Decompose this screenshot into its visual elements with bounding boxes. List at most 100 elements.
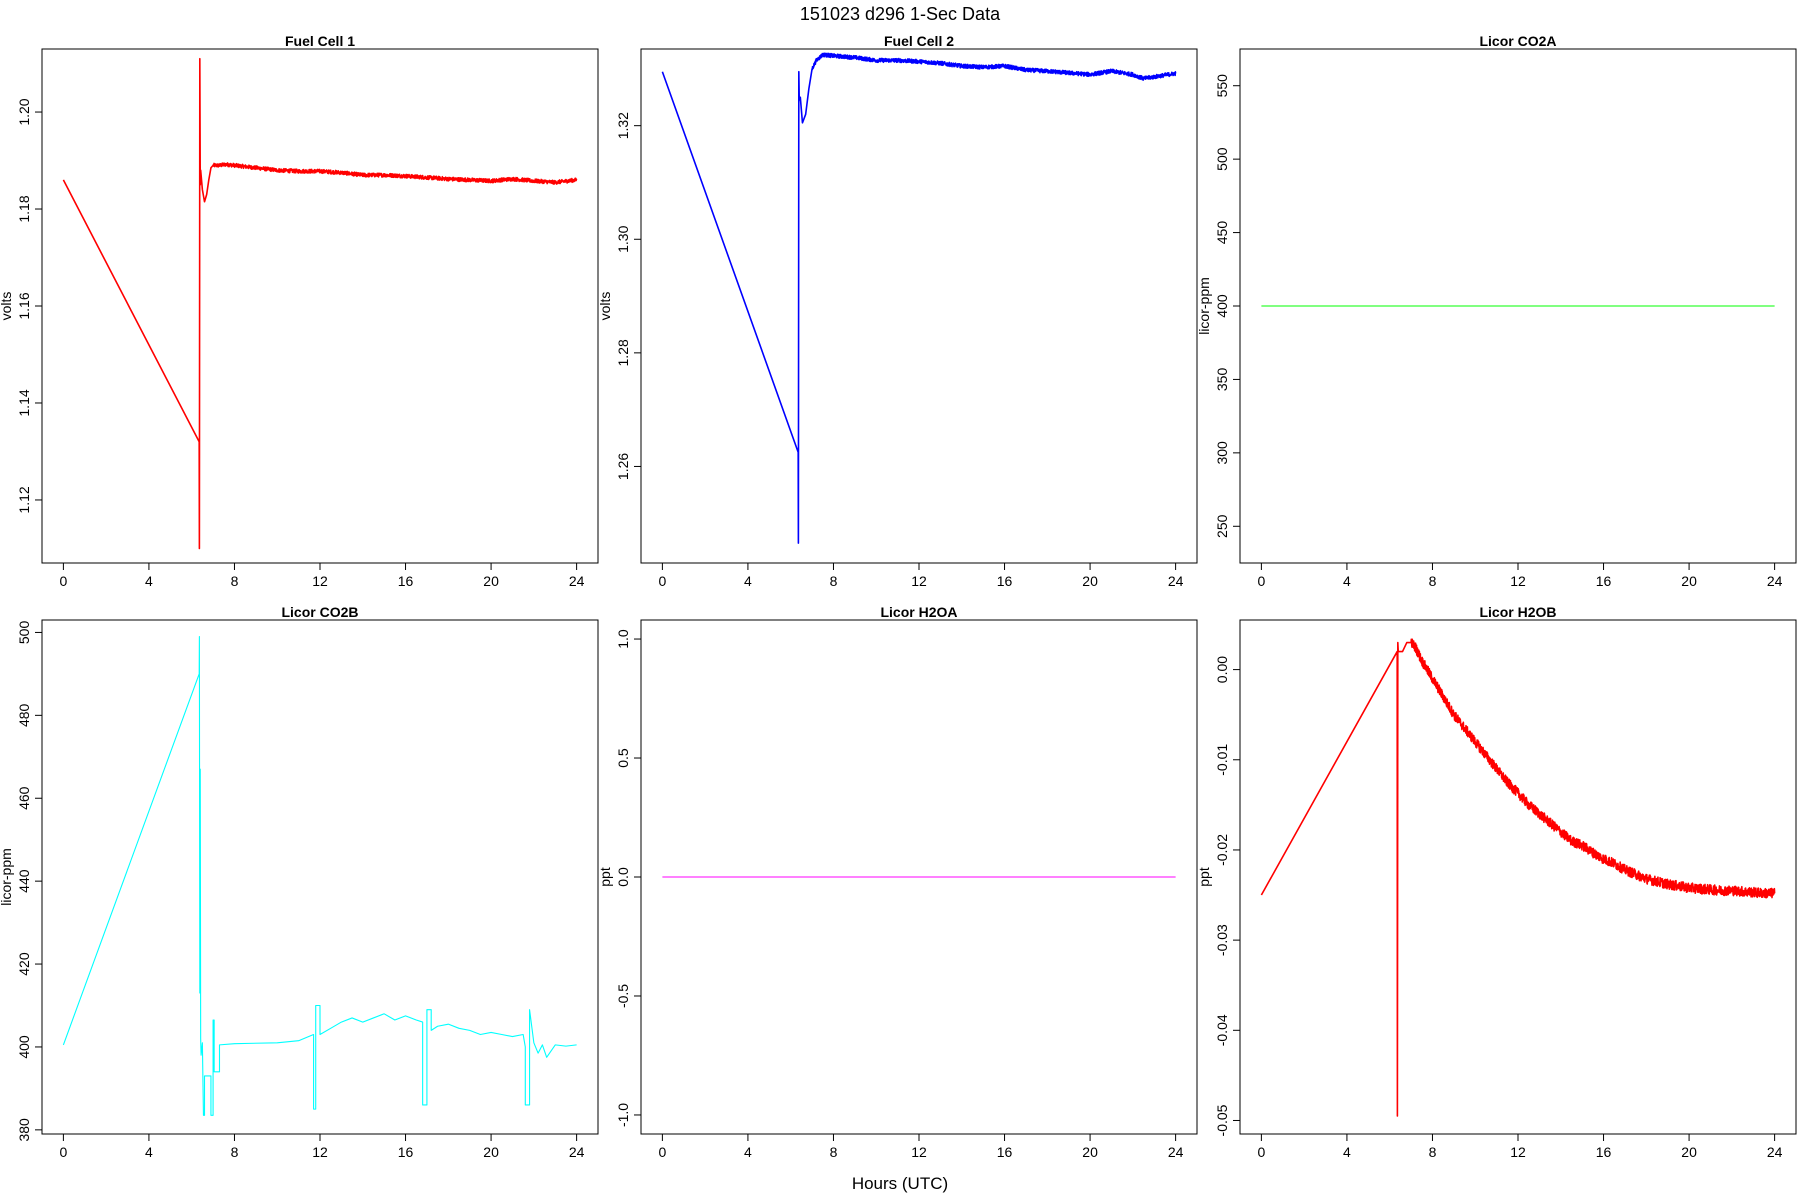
page-title: 151023 d296 1-Sec Data (800, 4, 1001, 24)
panel-6: Licor H2OB 0 4 8 12 16 20 24 -0.05 -0.04 -0.03 -0.0… (1196, 604, 1797, 1160)
plot-frame (1239, 619, 1797, 1135)
x-tick-label: 12 (1510, 573, 1526, 589)
y-tick-label: 1.12 (16, 486, 32, 513)
y-tick-label: 400 (16, 1035, 32, 1059)
y-tick-label: 0.00 (1214, 656, 1230, 683)
y-tick-label: 1.18 (16, 195, 32, 222)
x-tick-label: 24 (1767, 573, 1783, 589)
x-tick-label: 12 (1510, 1144, 1526, 1160)
x-tick-label: 0 (59, 573, 67, 589)
chart-panels: Fuel Cell 1 0 4 8 12 16 20 24 1.12 1.14 1.16 1.18 1.… (0, 33, 1797, 1160)
panel-title: Licor CO2A (1479, 33, 1556, 49)
x-tick-label: 12 (911, 573, 927, 589)
x-tick-label: 16 (1596, 1144, 1612, 1160)
x-tick-label: 16 (398, 573, 414, 589)
series-line-1 (1260, 638, 1776, 1117)
y-tick-label: 1.16 (16, 292, 32, 319)
panel-title: Licor H2OB (1479, 604, 1556, 620)
x-tick-label: 8 (830, 1144, 838, 1160)
x-tick-label: 20 (483, 573, 499, 589)
x-tick-label: 4 (744, 573, 752, 589)
y-tick-label: 480 (16, 703, 32, 727)
x-tick-label: 8 (1429, 573, 1437, 589)
x-tick-label: 0 (658, 573, 666, 589)
x-tick-label: 4 (1343, 573, 1351, 589)
y-axis-label: ppt (597, 867, 613, 887)
y-tick-label: 1.14 (16, 389, 32, 416)
panel-5: Licor H2OA 0 4 8 12 16 20 24 -1.0 -0.5 0.0 0.5 1.0 pp… (597, 604, 1198, 1160)
x-tick-label: 24 (569, 573, 585, 589)
x-tick-label: 8 (830, 573, 838, 589)
panel-2: Fuel Cell 2 0 4 8 12 16 20 24 1.26 1.28 1.30 1.32 vo… (597, 33, 1198, 589)
y-tick-label: 0.0 (615, 867, 631, 887)
y-tick-label: -0.04 (1214, 1014, 1230, 1046)
y-tick-label: -0.02 (1214, 834, 1230, 866)
y-tick-label: 300 (1214, 441, 1230, 465)
y-tick-label: 250 (1214, 514, 1230, 538)
series-line-1 (62, 636, 577, 1116)
y-tick-label: 1.0 (615, 629, 631, 649)
x-tick-label: 20 (1681, 1144, 1697, 1160)
x-tick-label: 16 (398, 1144, 414, 1160)
y-tick-label: 550 (1214, 74, 1230, 98)
y-axis-label: ppt (1196, 867, 1212, 887)
y-tick-label: -1.0 (615, 1103, 631, 1127)
x-tick-label: 8 (231, 1144, 239, 1160)
x-tick-label: 20 (483, 1144, 499, 1160)
y-tick-label: 0.5 (615, 748, 631, 768)
x-tick-label: 8 (1429, 1144, 1437, 1160)
y-tick-label: -0.05 (1214, 1104, 1230, 1136)
series-line-1 (661, 52, 1177, 544)
y-axis-label: volts (597, 292, 613, 321)
panel-title: Fuel Cell 2 (884, 33, 954, 49)
x-axis-label: Hours (UTC) (852, 1174, 948, 1193)
x-tick-label: 0 (1257, 1144, 1265, 1160)
panel-title: Licor CO2B (281, 604, 358, 620)
x-tick-label: 24 (569, 1144, 585, 1160)
x-tick-label: 20 (1082, 1144, 1098, 1160)
series-line-1 (62, 57, 578, 550)
x-tick-label: 12 (312, 1144, 328, 1160)
y-tick-label: 450 (1214, 221, 1230, 245)
x-tick-label: 24 (1168, 573, 1184, 589)
y-tick-label: 350 (1214, 368, 1230, 392)
x-tick-label: 4 (145, 573, 153, 589)
x-tick-label: 4 (744, 1144, 752, 1160)
y-tick-label: 500 (16, 621, 32, 645)
x-tick-label: 4 (1343, 1144, 1351, 1160)
panel-1: Fuel Cell 1 0 4 8 12 16 20 24 1.12 1.14 1.16 1.18 1.… (0, 33, 599, 589)
y-axis-label: licor-ppm (1196, 277, 1212, 335)
x-tick-label: 24 (1168, 1144, 1184, 1160)
x-tick-label: 12 (312, 573, 328, 589)
y-tick-label: 1.30 (615, 225, 631, 252)
x-tick-label: 8 (231, 573, 239, 589)
panel-title: Licor H2OA (880, 604, 957, 620)
x-tick-label: 20 (1681, 573, 1697, 589)
y-tick-label: 440 (16, 869, 32, 893)
y-tick-label: 1.20 (16, 98, 32, 125)
x-tick-label: 0 (59, 1144, 67, 1160)
y-tick-label: 1.28 (615, 339, 631, 366)
y-axis-label: volts (0, 292, 14, 321)
y-tick-label: 380 (16, 1118, 32, 1142)
plot-frame (41, 48, 599, 564)
y-tick-label: -0.01 (1214, 744, 1230, 776)
x-tick-label: 0 (1257, 573, 1265, 589)
y-tick-label: 420 (16, 952, 32, 976)
y-tick-label: -0.03 (1214, 924, 1230, 956)
x-tick-label: 12 (911, 1144, 927, 1160)
x-tick-label: 16 (997, 573, 1013, 589)
x-tick-label: 0 (658, 1144, 666, 1160)
x-tick-label: 16 (997, 1144, 1013, 1160)
x-tick-label: 16 (1596, 573, 1612, 589)
x-tick-label: 4 (145, 1144, 153, 1160)
y-tick-label: 400 (1214, 294, 1230, 318)
y-tick-label: 460 (16, 786, 32, 810)
y-axis-label: licor-ppm (0, 848, 14, 906)
y-tick-label: 1.32 (615, 112, 631, 139)
y-tick-label: 500 (1214, 147, 1230, 171)
panel-4: Licor CO2B 0 4 8 12 16 20 24 380 400 420 440 460 480 5… (0, 604, 599, 1160)
x-tick-label: 20 (1082, 573, 1098, 589)
y-tick-label: -0.5 (615, 984, 631, 1008)
